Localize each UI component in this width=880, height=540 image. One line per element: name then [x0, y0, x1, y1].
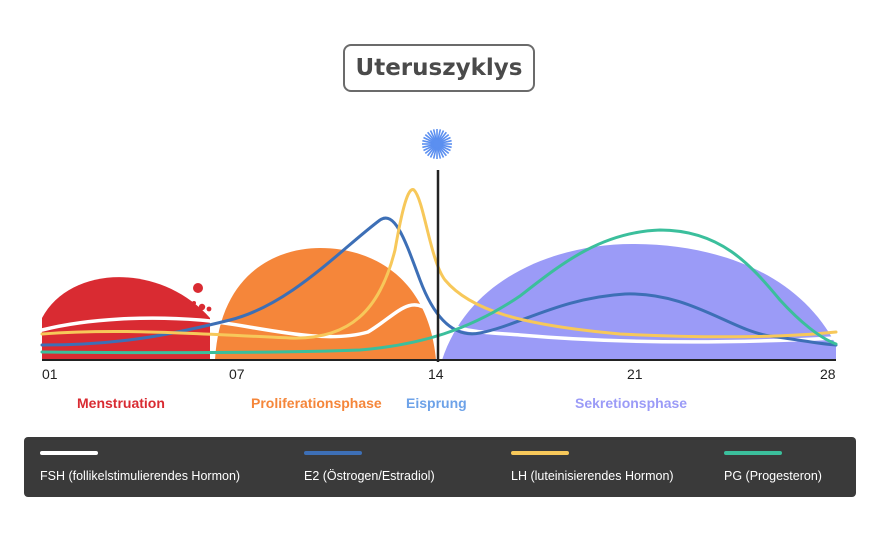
- tick-14: 14: [428, 366, 444, 382]
- phase-label-menstruation: Menstruation: [77, 395, 165, 411]
- tick-01: 01: [42, 366, 58, 382]
- tick-28: 28: [820, 366, 836, 382]
- legend-label-e2: E2 (Östrogen/Estradiol): [304, 469, 435, 483]
- tick-21: 21: [627, 366, 643, 382]
- diagram-title: Uteruszyklys: [343, 44, 535, 92]
- legend-label-fsh: FSH (follikelstimulierendes Hormon): [40, 469, 241, 483]
- e2-line-icon: [304, 451, 362, 455]
- legend-label-lh: LH (luteinisierendes Hormon): [511, 469, 674, 483]
- lh-curve: [40, 188, 838, 340]
- phase-label-ovulation: Eisprung: [406, 395, 467, 411]
- lh-line-icon: [511, 451, 569, 455]
- blood-drops-icon: [192, 283, 212, 312]
- fsh-line-icon: [40, 451, 98, 455]
- phase-label-secretion: Sekretionsphase: [575, 395, 688, 411]
- fsh-curve: [40, 303, 838, 344]
- secretion-dome: [442, 244, 836, 360]
- pg-line-icon: [724, 451, 782, 455]
- tick-07: 07: [229, 366, 245, 382]
- legend-panel: FSH (follikelstimulierendes Hormon) E2 (…: [24, 437, 856, 497]
- sun-burst-icon: [422, 129, 452, 159]
- pg-curve: [40, 228, 838, 355]
- phase-label-proliferation: Proliferationsphase: [251, 395, 382, 411]
- legend-label-pg: PG (Progesteron): [724, 469, 822, 483]
